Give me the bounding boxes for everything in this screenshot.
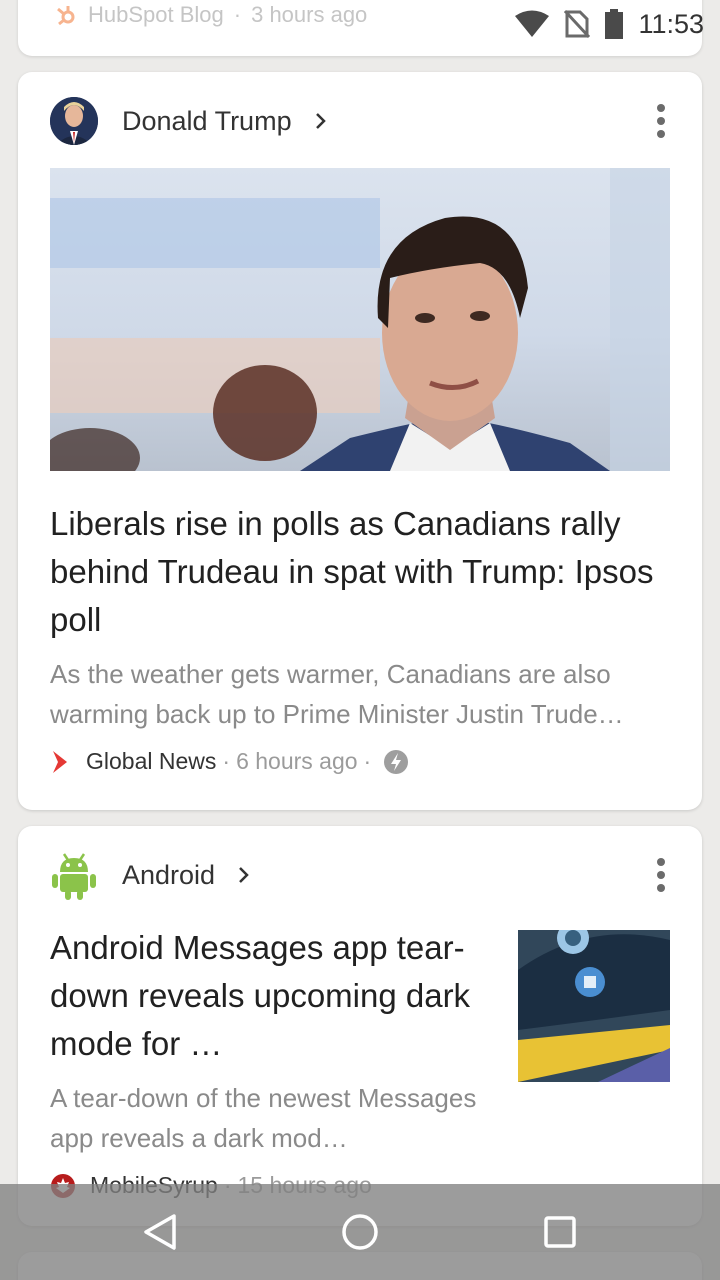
battery-icon [605, 9, 624, 39]
topic-name: Donald Trump [122, 105, 292, 136]
topic-header[interactable]: Android [50, 850, 253, 900]
topic-name: Android [122, 859, 216, 890]
back-triangle-icon[interactable] [138, 1210, 182, 1254]
amp-separator: · [363, 748, 372, 774]
partial-source-name: HubSpot Blog [88, 2, 224, 27]
article-headline[interactable]: Liberals rise in polls as Canadians rall… [50, 505, 654, 638]
partial-source-sep: · [233, 2, 242, 27]
no-sim-icon [564, 9, 591, 39]
more-options-icon[interactable] [656, 858, 666, 892]
partial-card-source: HubSpot Blog · 3 hours ago [54, 2, 367, 28]
chevron-right-icon [239, 867, 249, 883]
source-name: Global News [86, 748, 217, 774]
android-icon [52, 853, 96, 900]
recents-square-icon[interactable] [538, 1210, 582, 1254]
more-options-icon[interactable] [656, 104, 666, 138]
lightning-icon [384, 749, 409, 774]
publish-time: 6 hours ago [236, 748, 358, 774]
article-summary: A tear-down of the newest Messages app r… [50, 1083, 477, 1153]
wifi-icon [515, 10, 550, 37]
global-news-logo-icon [53, 750, 67, 773]
status-time: 11:53 [638, 8, 704, 39]
phone-thumbnail-icon [518, 930, 670, 1082]
article-summary: As the weather gets warmer, Canadians ar… [50, 659, 624, 729]
donald-trump-avatar-icon [50, 97, 98, 145]
source-separator: · [222, 748, 231, 774]
topic-avatar [50, 97, 98, 145]
news-card-android[interactable]: Android Android Messages app tear-down r… [18, 826, 702, 1226]
chevron-right-icon [315, 113, 326, 129]
article-headline[interactable]: Android Messages app tear-down reveals u… [50, 929, 471, 1062]
hero-image[interactable] [50, 168, 670, 471]
hubspot-icon [57, 6, 75, 26]
news-card-trump[interactable]: Donald Trump Liberal [18, 72, 702, 810]
topic-header[interactable]: Donald Trump [50, 96, 330, 146]
hero-photo-icon [50, 168, 670, 471]
home-circle-icon[interactable] [338, 1210, 382, 1254]
navigation-bar [0, 1184, 720, 1280]
partial-source-time: 3 hours ago [251, 2, 368, 27]
article-thumbnail[interactable] [518, 930, 670, 1082]
status-bar: 11:53 [490, 0, 720, 48]
article-source: Global News · 6 hours ago · [50, 748, 409, 775]
